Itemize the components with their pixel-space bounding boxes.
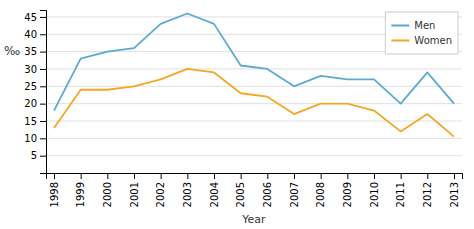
grid-line [46,86,462,87]
x-tick: 2004 [209,173,220,207]
x-tick-label: 1999 [75,182,86,207]
x-tick-mark [214,173,215,179]
y-tick-mark [40,156,46,157]
x-tick-label: 2001 [129,182,140,207]
x-tick: 1998 [49,173,60,207]
x-tick-label: 2003 [182,182,193,207]
x-tick-mark [401,173,402,179]
legend: Men Women [385,12,458,54]
x-tick: 2006 [262,173,273,207]
x-tick-label: 2000 [102,182,113,207]
legend-label: Women [414,35,452,46]
x-tick: 2013 [449,173,460,207]
y-tick-mark [40,138,46,139]
x-tick-label: 2007 [289,182,300,207]
legend-swatch [391,40,409,42]
x-tick-mark [107,173,108,179]
y-tick-mark [40,104,46,105]
x-tick-label: 2008 [315,182,326,207]
x-tick-label: 2012 [422,182,433,207]
x-tick: 1999 [75,173,86,207]
x-axis-title: Year [241,213,266,226]
x-tick: 2005 [235,173,246,207]
y-tick: 30 [24,64,46,75]
y-axis-title: ‰ [4,44,20,58]
x-tick-label: 2013 [449,182,460,207]
legend-box [385,12,458,54]
y-tick: 15 [24,116,46,127]
chart: 1998 1999 2000 2001 2002 2003 2004 2005 2006 2007… [0,0,474,229]
legend-item: Men [391,20,435,31]
y-tick: 20 [24,98,46,109]
x-tick-label: 2009 [342,182,353,207]
y-tick-label: 25 [24,81,37,92]
x-tick: 2009 [342,173,353,207]
y-tick: 35 [24,46,46,57]
x-tick-mark [54,173,55,179]
y-tick-mark [40,17,46,18]
x-tick-mark [374,173,375,179]
x-tick: 2010 [369,173,380,207]
x-tick: 2002 [155,173,166,207]
x-tick-mark [347,173,348,179]
y-tick-mark [40,121,46,122]
y-axis: 5 10 15 20 25 30 35 40 45 [24,11,46,174]
x-tick: 2012 [422,173,433,207]
grid-line [46,138,462,139]
x-tick-label: 2005 [235,182,246,207]
y-axis-line [40,11,47,174]
legend-label: Men [414,20,435,31]
y-tick-label: 40 [24,29,37,40]
y-tick-mark [40,69,46,70]
plot: 1998 1999 2000 2001 2002 2003 2004 2005 2006 2007… [4,11,463,227]
grid-line [46,155,462,156]
x-tick: 2001 [129,173,140,207]
x-tick-mark [321,173,322,179]
y-tick: 10 [24,133,46,144]
y-tick-label: 15 [24,116,37,127]
x-tick-mark [187,173,188,179]
y-tick-label: 5 [31,150,37,161]
x-tick: 2003 [182,173,193,207]
series-line [54,69,454,137]
x-tick-label: 1998 [49,182,60,207]
y-tick: 25 [24,81,46,92]
x-tick-label: 2002 [155,182,166,207]
x-tick-mark [134,173,135,179]
x-tick-mark [161,173,162,179]
legend-swatch [391,25,409,27]
x-tick-label: 2011 [395,182,406,207]
y-tick: 5 [31,150,46,161]
grid-line [46,68,462,69]
y-tick-label: 20 [24,98,37,109]
y-tick-label: 10 [24,133,37,144]
y-tick: 40 [24,29,46,40]
y-tick: 45 [24,12,46,23]
x-tick: 2008 [315,173,326,207]
x-tick-label: 2004 [209,182,220,207]
x-tick-mark [81,173,82,179]
x-tick: 2007 [289,173,300,207]
x-axis: 1998 1999 2000 2001 2002 2003 2004 2005 2006 2007… [47,173,463,207]
x-tick-mark [267,173,268,179]
y-tick-label: 45 [24,12,37,23]
x-tick-mark [294,173,295,179]
x-tick: 2011 [395,173,406,207]
x-tick-label: 2006 [262,182,273,207]
y-tick-mark [40,52,46,53]
x-tick-mark [427,173,428,179]
y-tick-mark [40,86,46,87]
y-tick-label: 30 [24,64,37,75]
y-tick-mark [40,34,46,35]
x-axis-line [47,174,463,180]
grid-line [46,120,462,121]
x-tick-mark [241,173,242,179]
x-tick-label: 2010 [369,182,380,207]
x-tick: 2000 [102,173,113,207]
x-tick-mark [454,173,455,179]
legend-item: Women [391,35,452,46]
y-tick-label: 35 [24,46,37,57]
